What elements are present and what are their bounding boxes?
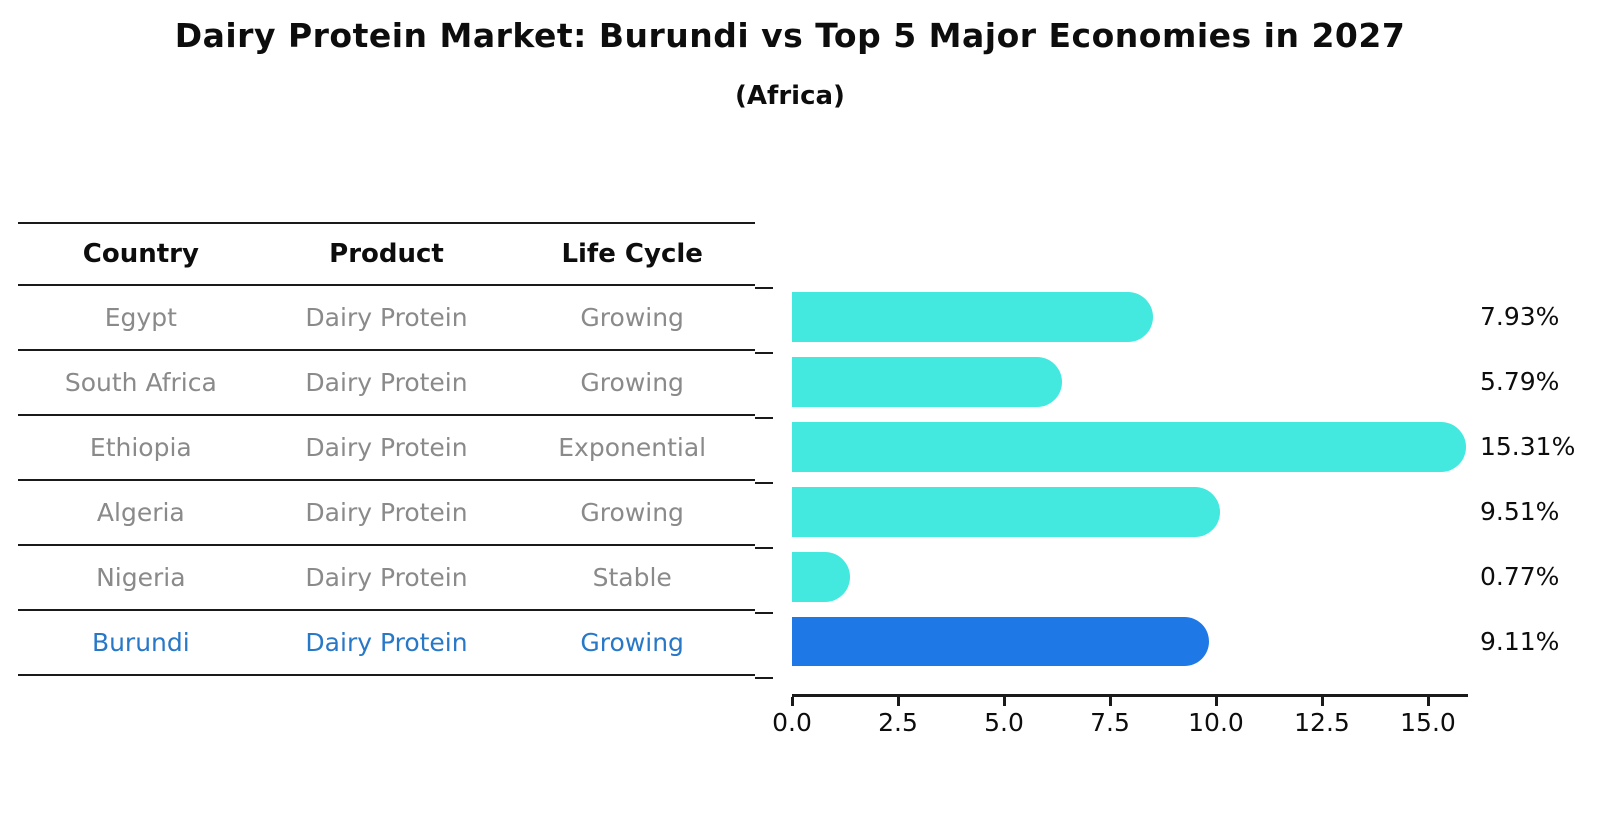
value-label-algeria: 9.51% <box>1480 497 1560 526</box>
bar-algeria <box>792 486 1221 537</box>
value-label-egypt: 7.93% <box>1480 302 1560 331</box>
x-tick-label: 2.5 <box>878 708 918 737</box>
cell-product: Dairy Protein <box>305 368 468 397</box>
cell-country: Egypt <box>104 303 177 332</box>
bar-row-nigeria <box>792 544 850 609</box>
x-tick <box>897 697 900 706</box>
x-tick-label: 7.5 <box>1090 708 1130 737</box>
table-row-ethiopia: Ethiopia Dairy Protein Exponential <box>18 416 755 481</box>
x-tick <box>1109 697 1112 706</box>
cell-life_cycle: Growing <box>580 368 684 397</box>
x-tick-label: 0.0 <box>772 708 812 737</box>
cell-life_cycle: Growing <box>580 303 684 332</box>
x-tick <box>1321 697 1324 706</box>
cell-life_cycle: Growing <box>580 628 684 657</box>
cell-life_cycle: Growing <box>580 498 684 527</box>
cell-product: Dairy Protein <box>305 303 468 332</box>
x-tick-label: 15.0 <box>1400 708 1456 737</box>
table-row-egypt: Egypt Dairy Protein Growing <box>18 286 755 351</box>
cell-country: South Africa <box>64 368 217 397</box>
value-label-nigeria: 0.77% <box>1480 562 1560 591</box>
table-header-row: Country Product Life Cycle <box>18 224 755 286</box>
y-tick <box>755 482 773 484</box>
bar-row-ethiopia <box>792 414 1467 479</box>
x-tick-label: 5.0 <box>984 708 1024 737</box>
value-label-burundi: 9.11% <box>1480 627 1560 656</box>
x-tick <box>791 697 794 706</box>
country-table: Country Product Life Cycle Egypt Dairy Prot… <box>18 222 755 676</box>
cell-country: Ethiopia <box>89 433 192 462</box>
x-tick-label: 10.0 <box>1188 708 1244 737</box>
bar-row-south-africa <box>792 349 1063 414</box>
y-tick <box>755 287 773 289</box>
table-header-cell-country: Country <box>82 239 199 269</box>
bar-south-africa <box>792 356 1063 407</box>
table-header-cell-life-cycle: Life Cycle <box>561 239 703 269</box>
table-row-nigeria: Nigeria Dairy Protein Stable <box>18 546 755 611</box>
table-header-cell-product: Product <box>329 239 444 269</box>
cell-product: Dairy Protein <box>305 628 468 657</box>
table-row-burundi: Burundi Dairy Protein Growing <box>18 611 755 676</box>
x-tick <box>1003 697 1006 706</box>
bar-nigeria <box>792 551 850 602</box>
bar-row-burundi <box>792 609 1210 674</box>
y-tick <box>755 352 773 354</box>
cell-product: Dairy Protein <box>305 433 468 462</box>
cell-country: Burundi <box>91 628 190 657</box>
bar-plot: 0.0 2.5 5.0 7.5 10.0 12.5 15.0 <box>755 284 1468 737</box>
chart-subtitle: (Africa) <box>735 81 845 111</box>
value-label-ethiopia: 15.31% <box>1480 432 1576 461</box>
y-tick <box>755 547 773 549</box>
cell-life_cycle: Stable <box>592 563 672 592</box>
bar-row-egypt <box>792 284 1154 349</box>
cell-life_cycle: Exponential <box>558 433 707 462</box>
y-tick <box>755 417 773 419</box>
y-tick <box>755 677 773 679</box>
table-body: Egypt Dairy Protein Growing South Africa Dai… <box>18 286 755 676</box>
x-tick-label: 12.5 <box>1294 708 1350 737</box>
cell-product: Dairy Protein <box>305 498 468 527</box>
cell-product: Dairy Protein <box>305 563 468 592</box>
table-row-south-africa: South Africa Dairy Protein Growing <box>18 351 755 416</box>
bar-burundi <box>792 617 1210 666</box>
y-tick <box>755 612 773 614</box>
chart-title: Dairy Protein Market: Burundi vs Top 5 M… <box>174 16 1406 55</box>
bar-row-algeria <box>792 479 1221 544</box>
bar-egypt <box>792 291 1154 342</box>
bar-ethiopia <box>792 421 1467 472</box>
x-tick <box>1427 697 1430 706</box>
table-row-algeria: Algeria Dairy Protein Growing <box>18 481 755 546</box>
cell-country: Algeria <box>96 498 185 527</box>
cell-country: Nigeria <box>96 563 186 592</box>
x-tick <box>1215 697 1218 706</box>
value-label-south-africa: 5.79% <box>1480 367 1560 396</box>
x-axis-spine <box>792 694 1468 697</box>
